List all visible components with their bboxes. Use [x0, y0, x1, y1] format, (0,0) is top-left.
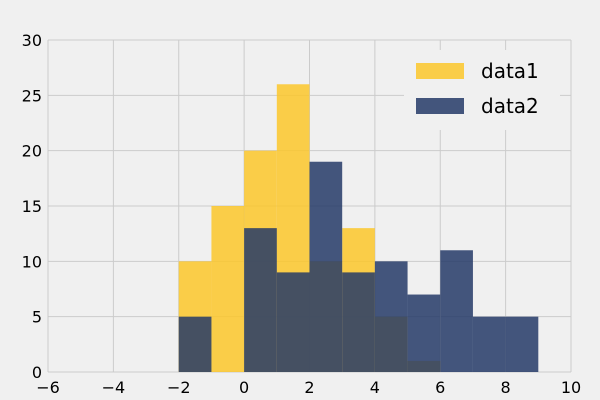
histogram-bar-data2	[407, 294, 441, 372]
legend-label-data1: data1	[481, 59, 539, 83]
histogram-bar-data2	[342, 272, 375, 372]
histogram-bar-data2	[472, 316, 506, 372]
histogram-bar-data2	[505, 316, 539, 372]
x-axis-ticks: −6 −4 −2 0 2 4 6 8 10	[36, 378, 581, 397]
histogram-bar-data2	[440, 250, 473, 372]
x-tick-label: −2	[167, 378, 191, 397]
x-tick-label: 4	[370, 378, 380, 397]
y-tick-label: 20	[22, 142, 42, 161]
x-tick-label: 8	[501, 378, 511, 397]
histogram-bar-data2	[178, 316, 212, 372]
y-tick-label: 15	[22, 197, 42, 216]
bars-layer	[178, 84, 539, 373]
y-tick-label: 0	[32, 363, 42, 382]
histogram-bar-data2	[276, 272, 310, 372]
x-tick-label: 10	[561, 378, 581, 397]
x-tick-label: 2	[304, 378, 314, 397]
x-tick-label: −4	[102, 378, 126, 397]
y-tick-label: 25	[22, 86, 42, 105]
histogram-bar-data2	[374, 261, 408, 372]
x-tick-label: 0	[239, 378, 249, 397]
y-tick-label: 30	[22, 31, 42, 50]
legend-swatch-data2	[416, 98, 464, 114]
histogram-bar-data2	[309, 161, 343, 372]
x-tick-label: 6	[435, 378, 445, 397]
y-axis-ticks: 0 5 10 15 20 25 30	[22, 31, 42, 382]
x-tick-label: −6	[36, 378, 60, 397]
histogram-bar-data1	[211, 206, 245, 372]
legend-swatch-data1	[416, 63, 464, 79]
y-tick-label: 10	[22, 252, 42, 271]
histogram-bar-data2	[244, 228, 277, 372]
legend-label-data2: data2	[481, 94, 539, 118]
y-tick-label: 5	[32, 308, 42, 327]
legend: data1 data2	[404, 50, 560, 130]
